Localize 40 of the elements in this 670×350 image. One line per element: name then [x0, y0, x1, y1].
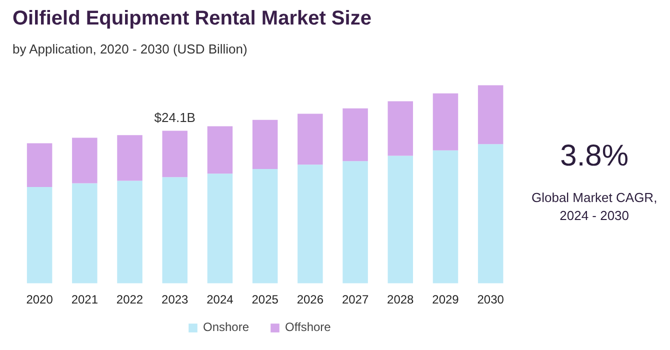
x-tick-label: 2022: [116, 292, 144, 306]
x-tick-label: 2021: [71, 292, 98, 306]
bar: [388, 156, 414, 284]
legend-label: Offshore: [285, 320, 331, 334]
chart-subtitle: by Application, 2020 - 2030 (USD Billion): [12, 42, 248, 56]
bar: [342, 108, 368, 162]
bar: [432, 150, 458, 284]
x-tick-label: 2027: [342, 292, 369, 306]
x-tick-label: 2028: [387, 292, 414, 306]
x-tick-label: 2023: [162, 292, 189, 306]
bar: [342, 161, 368, 284]
text: 3.8%: [560, 139, 629, 172]
x-tick-label: 2020: [26, 292, 54, 306]
x-tick-label: 2030: [477, 292, 504, 306]
bar: [162, 177, 188, 284]
bar: [72, 138, 98, 184]
bar: [252, 169, 278, 284]
bar: [298, 114, 323, 165]
x-tick-label: 2024: [206, 292, 234, 306]
bar: [252, 120, 278, 170]
x-tick-label: 2025: [252, 292, 279, 306]
x-tick-label: 2029: [432, 292, 460, 306]
bar: [432, 93, 458, 150]
legend-label: Onshore: [203, 320, 250, 334]
bar: [26, 143, 52, 188]
bar: [162, 130, 188, 178]
bar: [72, 183, 98, 284]
bar: [26, 187, 52, 284]
bar: [478, 144, 504, 284]
x-tick-label: 2026: [296, 292, 324, 306]
bar: [207, 174, 233, 284]
bar: [117, 135, 142, 181]
bar: [298, 164, 323, 284]
chart-title: Oilfield Equipment Rental Market Size: [12, 8, 372, 30]
bar: [207, 126, 233, 174]
text: Global Market CAGR, 2024 - 2030: [531, 190, 658, 224]
annotation: $24.1B: [154, 110, 196, 125]
bar: [117, 180, 142, 284]
bar: [388, 101, 414, 156]
bar: [478, 85, 504, 144]
